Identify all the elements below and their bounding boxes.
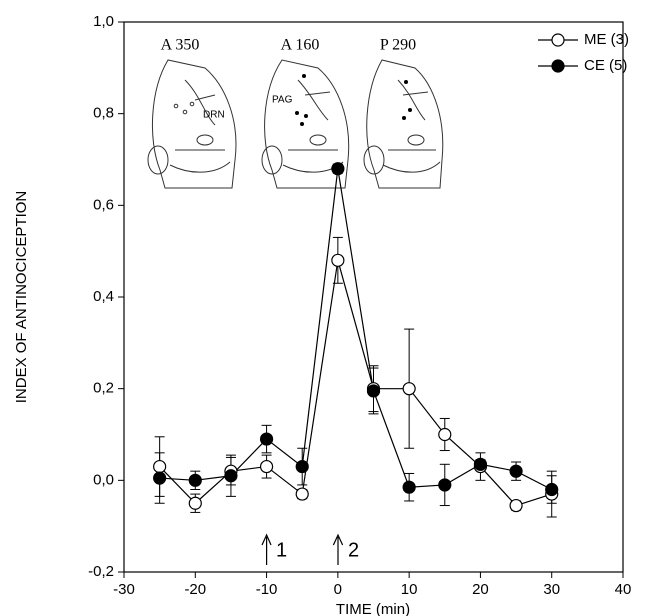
- x-tick-label: 10: [401, 581, 418, 598]
- x-tick-label: 30: [543, 581, 560, 598]
- marker: [259, 459, 274, 474]
- marker: [295, 459, 309, 474]
- marker: [473, 457, 488, 471]
- y-tick-label: 0,6: [93, 196, 114, 213]
- arrow: [261, 533, 344, 565]
- marker: [224, 469, 238, 483]
- marker: [545, 482, 559, 497]
- y-tick-label: 0,4: [93, 288, 114, 305]
- x-tick-label: 40: [615, 581, 632, 598]
- marker: [438, 478, 452, 492]
- legend-label: CE (5): [584, 57, 627, 74]
- x-tick-label: -20: [184, 581, 206, 598]
- marker: [331, 162, 345, 176]
- marker: [402, 480, 416, 494]
- series-line: [159, 168, 552, 491]
- marker: [366, 384, 381, 398]
- brain-dots: [295, 74, 412, 126]
- legend-marker: [551, 59, 565, 73]
- y-tick-label: 1,0: [93, 13, 114, 30]
- x-tick-label: 20: [472, 581, 489, 598]
- x-tick-label: 0: [334, 581, 342, 598]
- marker: [153, 459, 167, 474]
- annotation: A 160: [281, 37, 320, 54]
- annotation: 1: [276, 539, 287, 561]
- marker: [438, 427, 452, 442]
- annotation: PAG: [272, 95, 293, 106]
- marker: [402, 382, 416, 396]
- marker: [259, 432, 274, 446]
- legend-marker: [551, 33, 565, 47]
- x-tick-label: -30: [113, 581, 135, 598]
- annotation: 2: [348, 539, 359, 561]
- marker: [153, 471, 167, 485]
- y-tick-label: 0,8: [93, 105, 114, 122]
- marker: [509, 498, 523, 513]
- marker: [331, 253, 345, 267]
- x-tick-label: -10: [256, 581, 278, 598]
- legend-label: ME (3): [584, 31, 629, 48]
- y-tick-label: -0,2: [88, 563, 114, 580]
- series-line: [159, 260, 552, 507]
- y-tick-label: 0,2: [93, 380, 114, 397]
- y-axis-label: INDEX OF ANTINOCICEPTION: [13, 191, 30, 404]
- annotation: P 290: [380, 37, 416, 54]
- marker: [188, 496, 202, 510]
- marker: [509, 464, 523, 478]
- annotation: DRN: [203, 110, 225, 121]
- marker: [188, 473, 202, 487]
- x-axis-label: TIME (min): [336, 601, 410, 616]
- brain-sections: [147, 59, 444, 189]
- annotation: A 350: [161, 37, 200, 54]
- y-tick-label: 0,0: [93, 471, 114, 488]
- marker: [295, 487, 309, 501]
